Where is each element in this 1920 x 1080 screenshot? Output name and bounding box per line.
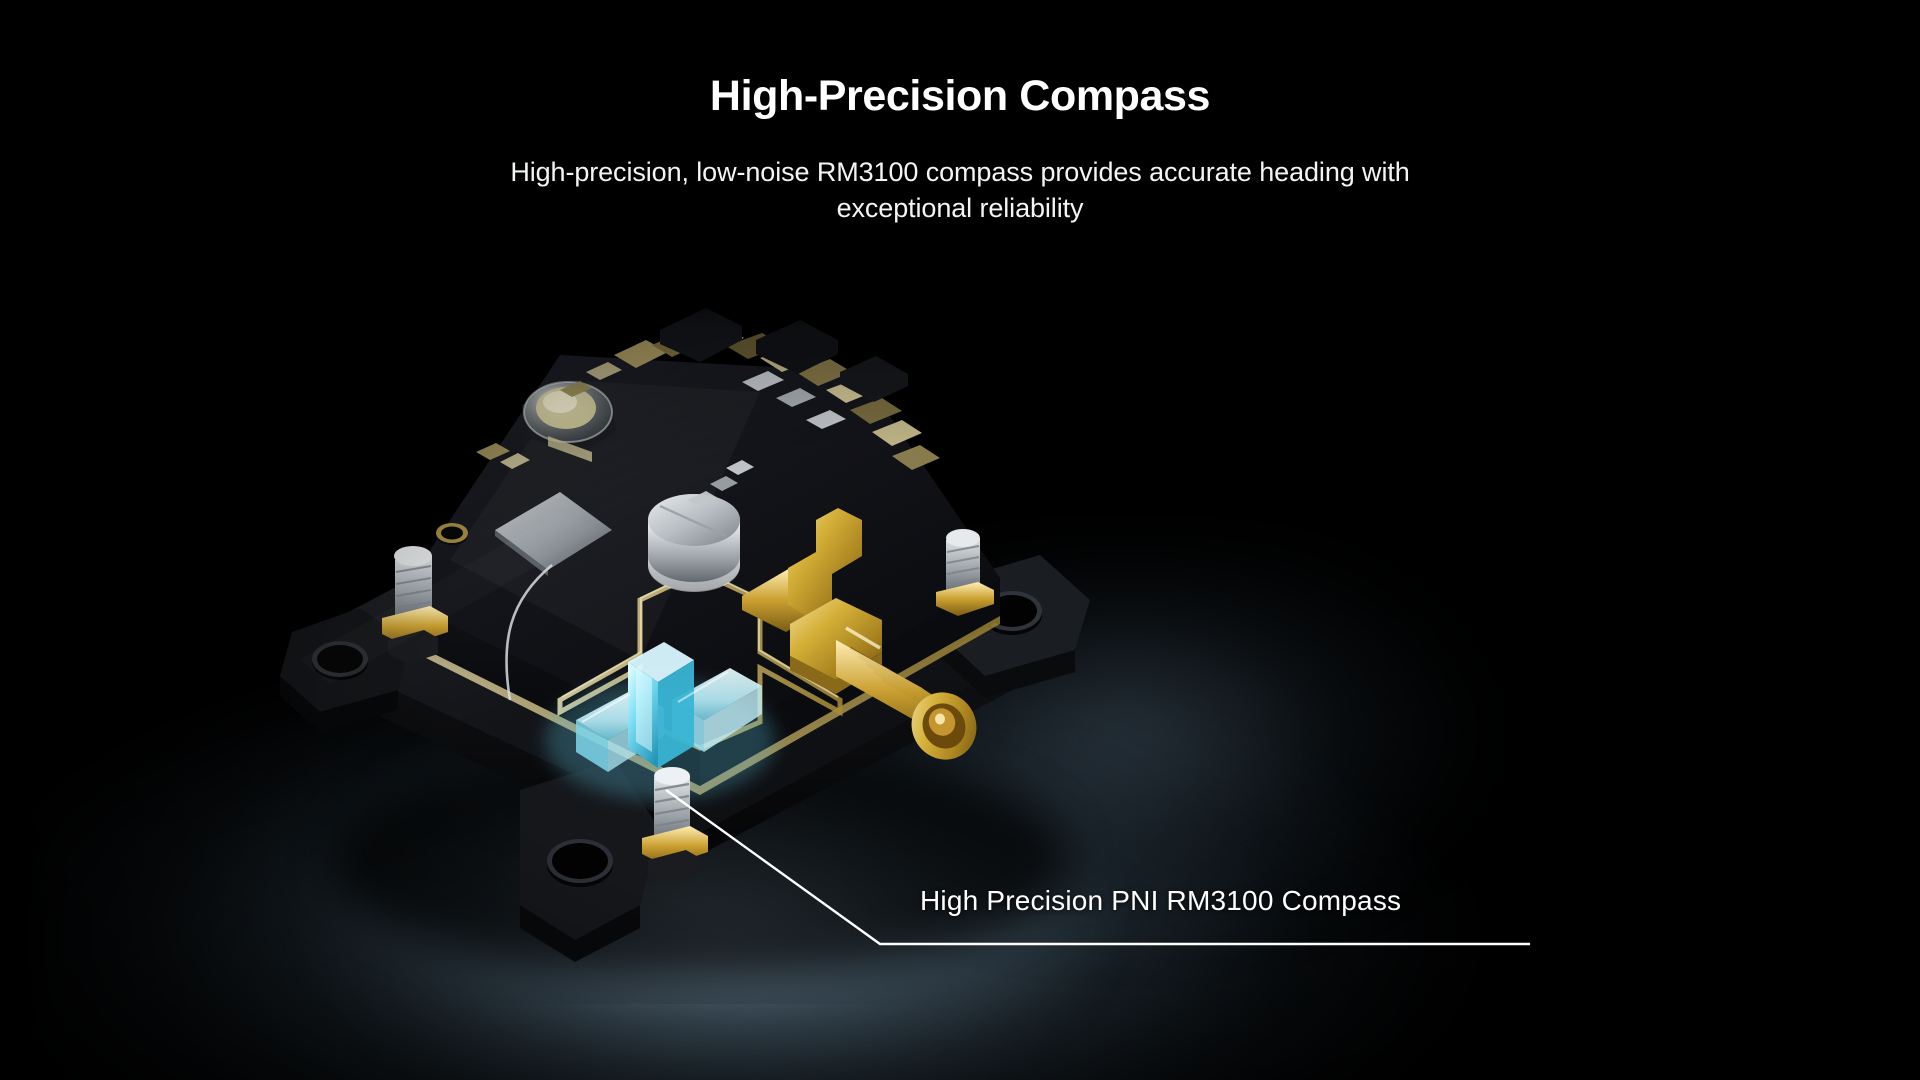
callout-label: High Precision PNI RM3100 Compass [920,885,1402,916]
page-subtitle: High-precision, low-noise RM3100 compass… [510,157,1410,223]
electrolytic-capacitor [648,494,740,592]
page-title: High-Precision Compass [709,72,1211,120]
